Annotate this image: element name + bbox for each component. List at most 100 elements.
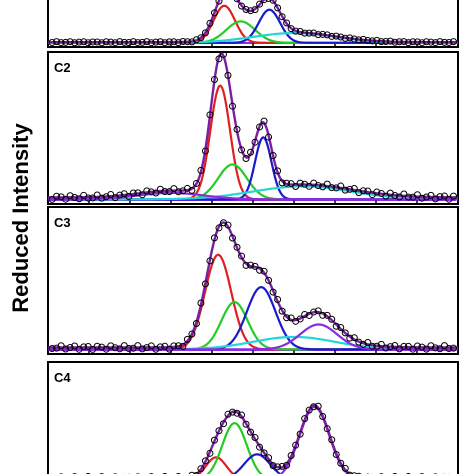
data-point xyxy=(278,462,286,470)
data-point xyxy=(251,434,259,442)
data-point xyxy=(364,338,372,346)
data-point xyxy=(120,38,128,46)
data-point xyxy=(422,38,430,46)
data-point xyxy=(170,38,178,46)
data-point xyxy=(233,409,241,417)
data-point xyxy=(247,428,255,436)
data-point xyxy=(206,257,214,265)
data-point xyxy=(174,342,182,350)
data-point xyxy=(210,234,218,242)
data-point xyxy=(310,403,318,411)
data-point xyxy=(84,194,92,202)
data-point xyxy=(116,191,124,199)
data-point xyxy=(224,71,232,79)
panel-frame xyxy=(47,361,459,474)
data-point xyxy=(75,38,83,46)
data-point xyxy=(400,38,408,46)
data-point xyxy=(368,342,376,350)
data-point xyxy=(328,32,336,40)
data-point xyxy=(125,344,133,352)
data-point xyxy=(346,185,354,193)
data-point xyxy=(418,194,426,202)
data-point xyxy=(377,38,385,46)
data-point xyxy=(147,39,155,47)
data-point xyxy=(201,147,209,155)
data-point xyxy=(233,0,241,3)
data-point xyxy=(274,4,282,12)
data-point xyxy=(287,314,295,322)
data-point xyxy=(80,343,88,351)
data-point xyxy=(350,35,358,43)
data-point xyxy=(346,471,354,474)
data-point xyxy=(328,184,336,192)
data-point xyxy=(66,192,74,200)
data-point xyxy=(98,343,106,351)
data-point xyxy=(233,125,241,133)
data-point xyxy=(355,189,363,197)
data-point xyxy=(229,408,236,416)
data-point xyxy=(391,191,399,199)
data-point xyxy=(310,308,318,316)
panel-label: C3 xyxy=(54,215,71,230)
data-point xyxy=(183,335,191,343)
data-point xyxy=(238,2,246,10)
data-point xyxy=(373,342,381,350)
data-point xyxy=(156,343,164,351)
data-point xyxy=(337,323,345,331)
data-point xyxy=(125,193,133,200)
data-point xyxy=(165,38,173,46)
data-point xyxy=(138,38,146,46)
data-point xyxy=(386,343,394,351)
data-point xyxy=(183,38,191,46)
component-baseline xyxy=(279,405,350,474)
data-point xyxy=(247,7,255,15)
data-point xyxy=(111,39,119,47)
data-point xyxy=(215,55,223,63)
data-point xyxy=(323,180,331,188)
data-point xyxy=(323,425,331,433)
data-point xyxy=(413,191,421,199)
data-point xyxy=(328,436,336,444)
data-point xyxy=(332,451,340,459)
data-point xyxy=(356,472,362,474)
data-point xyxy=(265,133,273,141)
data-point xyxy=(265,276,273,284)
data-point xyxy=(188,471,196,474)
data-point xyxy=(53,38,61,46)
data-point xyxy=(229,234,236,242)
data-point xyxy=(256,0,264,8)
data-point xyxy=(449,192,457,200)
data-point xyxy=(314,182,322,190)
data-point xyxy=(197,166,205,174)
data-point xyxy=(436,38,444,46)
data-point xyxy=(129,38,137,46)
data-point xyxy=(161,188,169,195)
data-point xyxy=(219,420,227,428)
data-point xyxy=(143,187,151,195)
data-point xyxy=(260,267,268,275)
data-point xyxy=(359,35,367,43)
data-point xyxy=(305,406,313,414)
data-point xyxy=(292,183,300,190)
data-point xyxy=(98,39,106,47)
data-point xyxy=(355,36,363,44)
data-point xyxy=(260,0,268,4)
data-point xyxy=(296,179,304,187)
data-point xyxy=(422,193,430,201)
data-point xyxy=(143,38,151,46)
data-point xyxy=(85,472,91,474)
data-point xyxy=(256,443,264,451)
data-point xyxy=(274,167,282,175)
data-point xyxy=(183,184,191,192)
data-point xyxy=(201,457,209,465)
data-point xyxy=(242,155,250,163)
data-point xyxy=(201,29,209,37)
data-point xyxy=(391,38,399,46)
component-cyan xyxy=(48,185,459,201)
data-point xyxy=(224,221,232,229)
data-point xyxy=(89,38,97,46)
data-point xyxy=(170,185,178,193)
data-point xyxy=(242,5,250,13)
data-point xyxy=(422,345,430,353)
data-point xyxy=(116,345,124,353)
